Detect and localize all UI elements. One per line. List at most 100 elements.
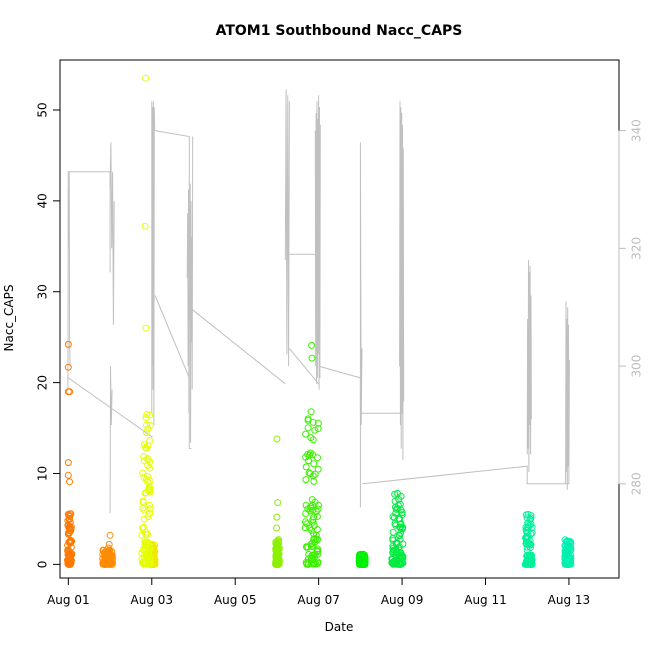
- scatter-point: [393, 548, 401, 556]
- scatter-point: [106, 552, 114, 560]
- scatter-point: [273, 435, 281, 443]
- scatter-point: [356, 551, 363, 559]
- scatter-point: [397, 520, 405, 528]
- scatter-point: [309, 516, 317, 524]
- scatter-point: [310, 560, 318, 568]
- x-tick-label: Aug 03: [131, 593, 174, 607]
- scatter-point: [389, 544, 397, 552]
- secondary-series-line: [318, 365, 363, 414]
- scatter-point: [140, 523, 148, 531]
- scatter-series: [355, 550, 369, 568]
- scatter-point: [392, 509, 400, 517]
- scatter-point: [399, 554, 407, 562]
- scatter-point: [398, 558, 406, 566]
- scatter-series: [99, 531, 116, 568]
- scatter-point: [309, 451, 317, 459]
- scatter-point: [563, 546, 571, 554]
- scatter-point: [565, 560, 573, 568]
- scatter-point: [273, 524, 280, 532]
- x-tick-label: Aug 07: [297, 593, 340, 607]
- scatter-point: [302, 476, 310, 484]
- scatter-point: [144, 456, 152, 464]
- y2-tick-label: 300: [630, 355, 644, 378]
- scatter-point: [310, 460, 318, 468]
- secondary-series-line: [67, 171, 111, 273]
- scatter-point: [138, 555, 146, 563]
- scatter-point: [304, 424, 312, 432]
- scatter-point: [142, 324, 150, 332]
- scatter-point: [66, 478, 74, 486]
- scatter-point: [302, 430, 310, 438]
- scatter-point: [304, 415, 312, 423]
- scatter-point: [273, 513, 281, 521]
- secondary-series-line: [186, 136, 194, 443]
- secondary-series-line: [289, 253, 320, 343]
- scatter-point: [304, 555, 312, 563]
- y-tick-label: 50: [36, 102, 50, 117]
- scatter-point: [394, 490, 401, 497]
- x-tick-label: Aug 09: [381, 593, 424, 607]
- scatter-point: [562, 559, 570, 566]
- y2-tick-label: 340: [630, 119, 644, 142]
- scatter-point: [355, 558, 363, 566]
- scatter-point: [144, 442, 152, 450]
- secondary-series-line: [68, 377, 153, 438]
- scatter-point: [144, 513, 152, 521]
- scatter-point: [314, 550, 322, 558]
- scatter-point: [140, 453, 148, 460]
- scatter-point: [527, 541, 535, 549]
- secondary-series-line: [289, 348, 319, 385]
- scatter-point: [65, 515, 73, 523]
- scatter-point: [527, 552, 535, 560]
- scatter-point: [100, 560, 108, 568]
- scatter-point: [302, 543, 310, 551]
- secondary-series-line: [362, 377, 403, 414]
- x-tick-label: Aug 11: [464, 593, 507, 607]
- scatter-point: [355, 554, 363, 562]
- scatter-series: [301, 341, 323, 568]
- scatter-point: [302, 558, 310, 566]
- scatter-point: [138, 531, 146, 539]
- scatter-point: [105, 540, 113, 548]
- scatter-point: [301, 518, 309, 526]
- scatter-point: [314, 419, 322, 427]
- secondary-series-line: [151, 101, 156, 426]
- scatter-point: [67, 536, 75, 544]
- scatter-series: [272, 435, 283, 568]
- scatter-point: [105, 560, 113, 568]
- scatter-point: [273, 559, 281, 567]
- scatter-point: [522, 535, 530, 543]
- scatter-point: [308, 354, 316, 362]
- secondary-series-line: [154, 295, 190, 379]
- y-axis: 0 10 20 30 40 50: [36, 102, 61, 568]
- scatter-point: [275, 545, 283, 552]
- scatter-point: [139, 524, 147, 532]
- secondary-series-line: [284, 89, 290, 367]
- scatter-point: [66, 388, 74, 396]
- scatter-point: [142, 429, 150, 437]
- scatter-point: [524, 560, 531, 568]
- scatter-point: [146, 501, 153, 509]
- scatter-point: [143, 421, 150, 429]
- scatter-point: [141, 222, 149, 230]
- scatter-series: [138, 74, 154, 568]
- scatter-point: [146, 483, 153, 491]
- scatter-point: [389, 528, 397, 536]
- scatter-point: [64, 521, 72, 529]
- scatter-point: [64, 510, 72, 518]
- scatter-point: [313, 526, 321, 533]
- scatter-point: [140, 457, 148, 465]
- scatter-point: [305, 457, 312, 465]
- scatter-point: [307, 408, 315, 416]
- scatter-point: [141, 538, 149, 546]
- scatter-point: [315, 501, 323, 509]
- scatter-point: [526, 540, 534, 547]
- plot-frame: [59, 59, 620, 579]
- secondary-series-line: [109, 142, 115, 325]
- scatter-point: [64, 558, 72, 566]
- scatter-point: [314, 425, 322, 432]
- scatter-point: [306, 449, 314, 457]
- scatter-point: [275, 550, 283, 558]
- scatter-point: [307, 434, 315, 442]
